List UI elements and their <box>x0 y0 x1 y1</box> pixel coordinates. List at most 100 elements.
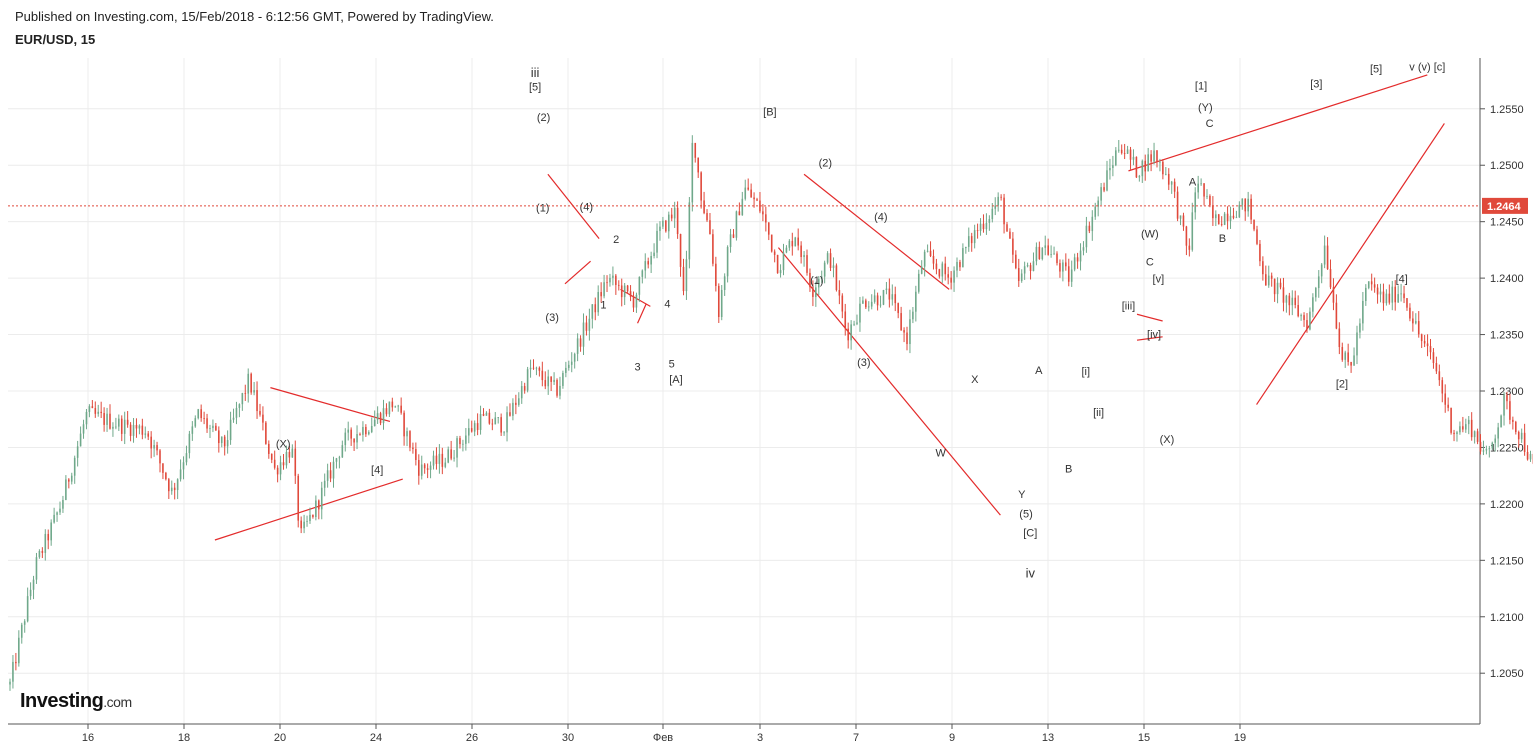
candle-body <box>976 230 979 231</box>
wave-label: (1) <box>810 275 823 287</box>
wave-label: (4) <box>580 201 593 213</box>
candle-body <box>1188 245 1191 250</box>
trendline <box>270 387 391 423</box>
wave-label: (W) <box>1141 228 1159 240</box>
candle-body <box>215 425 217 431</box>
candle-body <box>1138 176 1141 178</box>
wave-label: (X) <box>1160 434 1175 446</box>
candle-body <box>1270 275 1273 279</box>
candle-body <box>273 459 276 468</box>
y-tick-label: 1.2500 <box>1490 160 1524 172</box>
candle-body <box>100 411 102 414</box>
candle-body <box>147 433 150 437</box>
candle-body <box>1529 453 1532 460</box>
symbol-title: EUR/USD, 15 <box>15 32 96 47</box>
candle-body <box>262 414 264 423</box>
candle-body <box>1167 173 1170 185</box>
wave-label: [ii] <box>1093 407 1104 419</box>
candle-body <box>1082 247 1085 251</box>
candle-body <box>859 303 861 323</box>
candle-body <box>168 479 170 492</box>
candle-body <box>670 214 673 219</box>
candle-body <box>244 393 247 394</box>
candle-body <box>909 319 911 345</box>
wave-label: [1] <box>1195 81 1207 93</box>
candle-body <box>182 462 185 470</box>
candle-body <box>962 248 964 268</box>
candle-body <box>1217 214 1220 225</box>
candle-body <box>744 187 747 199</box>
candle-body <box>1300 315 1302 317</box>
candle-body <box>915 291 917 312</box>
candle-body <box>241 393 244 405</box>
candle-body <box>218 430 220 444</box>
candle-body <box>409 431 411 448</box>
y-tick-label: 1.2450 <box>1490 217 1524 229</box>
candle-body <box>735 211 738 238</box>
candle-body <box>462 443 464 445</box>
candle-body <box>1485 449 1488 451</box>
candle-body <box>1000 196 1002 198</box>
candle-body <box>1470 419 1473 438</box>
candle-body <box>1067 266 1070 282</box>
candle-body <box>815 287 817 297</box>
candle-body <box>370 425 373 433</box>
candle-body <box>1044 245 1047 248</box>
candle-body <box>476 423 479 430</box>
candle-body <box>715 263 717 286</box>
candle-body <box>1079 250 1082 262</box>
candle-body <box>103 413 105 425</box>
candle-body <box>41 550 44 553</box>
candle-body <box>1197 183 1199 193</box>
candle-body <box>1456 432 1458 435</box>
wave-label: 3 <box>634 362 640 374</box>
candle-body <box>1076 257 1079 262</box>
candle-body <box>1312 297 1314 312</box>
candle-body <box>118 418 120 427</box>
candle-body <box>1503 395 1505 416</box>
x-tick-label: 19 <box>1234 732 1246 744</box>
candle-body <box>750 189 752 198</box>
candle-body <box>938 269 941 277</box>
candle-body <box>856 322 858 324</box>
wave-label: v (v) [c] <box>1409 61 1445 73</box>
candle-body <box>20 624 23 638</box>
candle-body <box>803 255 805 258</box>
candle-body <box>1412 318 1414 324</box>
trendline <box>1256 123 1445 405</box>
candle-body <box>1165 173 1167 175</box>
candle-body <box>344 432 347 446</box>
candle-body <box>29 589 32 597</box>
candle-body <box>541 370 544 381</box>
candle-body <box>1203 183 1205 197</box>
last-price-label: 1.2464 <box>1487 201 1522 213</box>
candle-body <box>297 475 300 521</box>
candle-body <box>65 479 67 500</box>
trendline <box>1136 336 1163 341</box>
candle-body <box>688 202 691 260</box>
candle-body <box>1147 154 1149 172</box>
candle-body <box>935 263 938 270</box>
candle-body <box>538 367 541 371</box>
candle-body <box>1038 246 1041 260</box>
candle-body <box>959 261 961 268</box>
candle-body <box>1017 268 1020 281</box>
candle-body <box>665 220 667 232</box>
candle-body <box>741 198 744 216</box>
candle-body <box>1159 161 1161 163</box>
candle-body <box>932 256 935 264</box>
candle-body <box>1438 371 1441 381</box>
candle-body <box>376 413 379 420</box>
candle-body <box>1232 215 1235 218</box>
candle-body <box>1088 225 1091 232</box>
candle-body <box>1135 156 1138 178</box>
candle-body <box>1053 253 1055 255</box>
candle-body <box>1403 293 1405 299</box>
candle-body <box>632 296 635 308</box>
candle-body <box>585 322 588 331</box>
candle-body <box>644 261 647 271</box>
candle-body <box>356 434 358 443</box>
candle-body <box>459 438 461 445</box>
candle-body <box>717 285 720 317</box>
